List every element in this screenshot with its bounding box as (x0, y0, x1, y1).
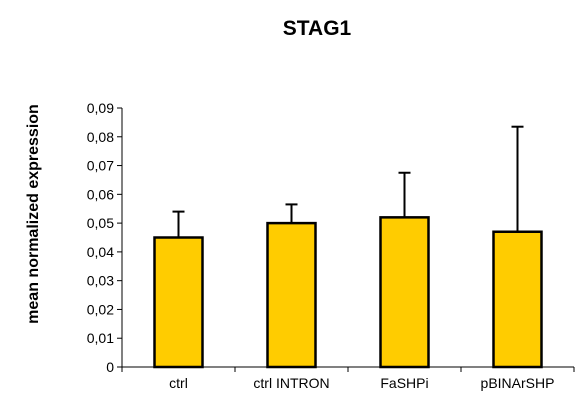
x-tick-label-3: pBINArSHP (481, 375, 555, 391)
y-tick-label-6: 0,06 (87, 186, 114, 202)
bar-2 (379, 216, 430, 369)
x-tick-label-0: ctrl (169, 375, 188, 391)
y-tick-label-7: 0,07 (87, 158, 114, 174)
bar-0 (153, 236, 204, 369)
bars-group (153, 216, 543, 369)
axes-group (121, 108, 575, 372)
y-tick-label-9: 0,09 (87, 100, 114, 116)
y-tick-label-8: 0,08 (87, 129, 114, 145)
y-ticks-group: 0 0,01 0,02 0,03 0,04 0,05 0,06 0,07 0,08 0,09 (87, 100, 122, 375)
x-tick-label-1: ctrl INTRON (253, 375, 329, 391)
x-ticks-group: ctrl ctrl INTRON FaSHPi pBINArSHP (169, 375, 554, 391)
y-tick-label-3: 0,03 (87, 273, 114, 289)
bar-3 (492, 230, 543, 369)
y-axis-label: mean normalized expression (25, 104, 42, 324)
chart-title: STAG1 (283, 17, 352, 40)
y-tick-label-5: 0,05 (87, 215, 114, 231)
x-tick-label-2: FaSHPi (380, 375, 428, 391)
y-tick-label-2: 0,02 (87, 301, 114, 317)
bar-1 (266, 221, 317, 369)
y-tick-label-4: 0,04 (87, 244, 114, 260)
y-tick-label-0: 0 (106, 359, 114, 375)
y-tick-label-1: 0,01 (87, 330, 114, 346)
error-bars-group (172, 125, 524, 238)
